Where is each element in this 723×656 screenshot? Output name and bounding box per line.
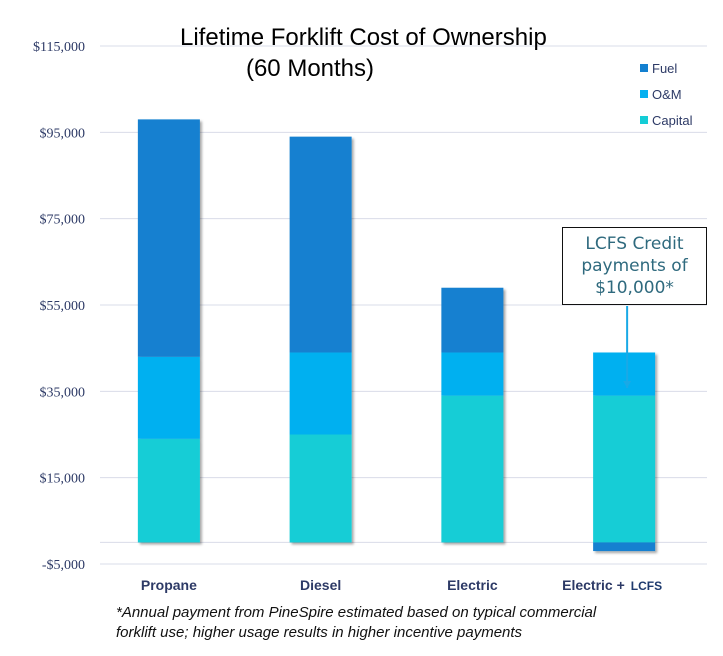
- bar-group-propane: [137, 119, 200, 543]
- callout-arrow-head: [623, 381, 632, 388]
- x-tick-label: Electric: [447, 577, 498, 593]
- chart-title: Lifetime Forklift Cost of Ownership (60 …: [180, 22, 547, 84]
- legend-item-fuel: Fuel: [640, 55, 692, 81]
- gridlines: [100, 45, 707, 565]
- legend-item-capital: Capital: [640, 107, 692, 133]
- bar-group-electric: [441, 287, 504, 543]
- callout-line-3: $10,000*: [595, 278, 674, 298]
- y-tick-label: $55,000: [40, 299, 86, 314]
- bar-segment-om-diesel: [289, 352, 352, 435]
- legend-swatch-fuel: [640, 64, 648, 72]
- footnote: *Annual payment from PineSpire estimated…: [116, 603, 706, 643]
- y-tick-label: -$5,000: [42, 558, 85, 573]
- callout-line-2: payments of: [581, 256, 688, 276]
- bar-group-electric-lcfs: [593, 352, 656, 552]
- legend-label-om: O&M: [652, 86, 682, 102]
- chart-title-line: Lifetime Forklift Cost of Ownership: [180, 24, 547, 51]
- y-tick-label: $35,000: [40, 385, 86, 400]
- footnote-line-1: *Annual payment from PineSpire estimated…: [116, 604, 597, 621]
- chart-subtitle: (60 Months): [245, 55, 375, 82]
- bar-segment-om-propane: [137, 356, 200, 439]
- y-tick-label: $95,000: [40, 126, 86, 141]
- bar-segment-capital-electric: [441, 395, 504, 543]
- bar-segment-fuel-electric-lcfs: [593, 542, 656, 552]
- bar-segment-capital-propane: [137, 438, 200, 543]
- legend-label-capital: Capital: [652, 112, 693, 128]
- bar-segment-om-electric: [441, 352, 504, 396]
- y-axis-tick-labels: -$5,000 $15,000 $35,000 $55,000 $75,000 $95,0…: [33, 40, 85, 573]
- legend-swatch-capital: [640, 116, 648, 124]
- callout-line-1: LCFS Credit: [585, 234, 684, 254]
- bar-segment-capital-electric-lcfs: [593, 395, 656, 543]
- bar-segment-capital-diesel: [289, 434, 352, 543]
- x-tick-label: Propane: [141, 577, 197, 593]
- legend-swatch-om: [640, 90, 648, 98]
- legend-item-om: O&M: [640, 81, 692, 107]
- bar-segment-fuel-propane: [137, 119, 200, 357]
- legend-label-fuel: Fuel: [652, 60, 678, 76]
- legend: Fuel O&M Capital: [640, 55, 692, 133]
- y-tick-label: $115,000: [33, 40, 85, 55]
- bar-group-diesel: [289, 136, 352, 543]
- x-axis-labels: Propane Diesel Electric Electric + LCFS: [141, 577, 662, 593]
- y-tick-label: $15,000: [40, 472, 86, 487]
- footnote-line-2: forklift use; higher usage results in hi…: [116, 624, 523, 641]
- bar-segment-om-electric-lcfs: [593, 352, 656, 396]
- bar-segment-fuel-diesel: [289, 136, 352, 353]
- bars: [137, 119, 656, 552]
- lcfs-callout-box: LCFS Credit payments of $10,000*: [562, 227, 707, 305]
- callout-arrow: [623, 306, 632, 388]
- bar-segment-fuel-electric: [441, 287, 504, 353]
- x-tick-label: Electric + LCFS: [562, 577, 662, 593]
- y-tick-label: $75,000: [40, 213, 86, 228]
- x-tick-label: Diesel: [300, 577, 341, 593]
